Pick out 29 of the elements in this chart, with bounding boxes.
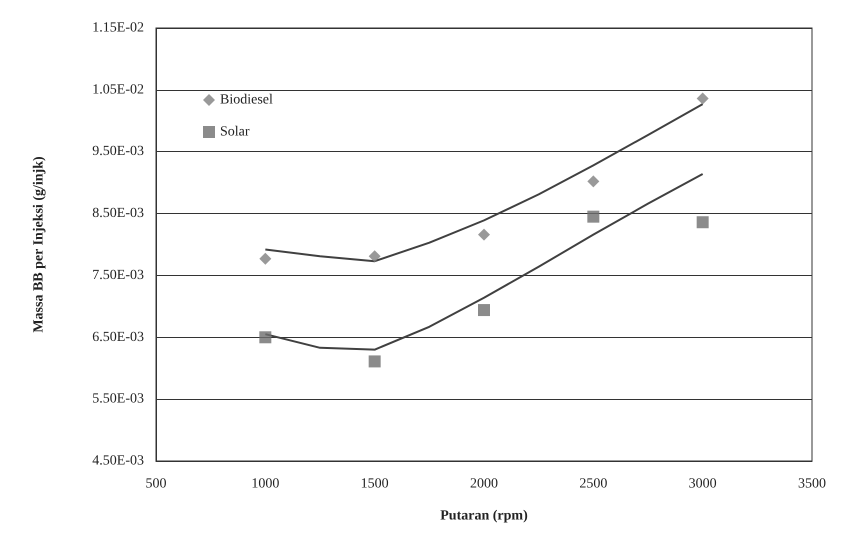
x-tick-label: 1000 bbox=[251, 476, 280, 492]
point bbox=[478, 228, 490, 241]
point bbox=[587, 175, 600, 188]
x-tick-label: 3000 bbox=[688, 476, 717, 492]
x-tick-label: 2500 bbox=[579, 476, 608, 492]
x-tick-label: 2000 bbox=[470, 476, 498, 492]
point bbox=[587, 210, 600, 223]
y-axis-title: Massa BB per Injeksi (g/injk) bbox=[32, 156, 46, 333]
legend-label: Biodiesel bbox=[220, 92, 273, 108]
y-tick-label: 1.15E-02 bbox=[92, 20, 144, 36]
y-tick-label: 7.50E-03 bbox=[92, 268, 144, 283]
x-axis-title: Putaran (rpm) bbox=[440, 508, 528, 524]
x-tick-label: 500 bbox=[146, 476, 166, 492]
point bbox=[259, 252, 272, 265]
point bbox=[478, 304, 490, 316]
legend-label: Solar bbox=[220, 124, 250, 140]
point bbox=[696, 92, 709, 105]
y-tick-label: 9.50E-03 bbox=[92, 144, 144, 160]
x-tick-label: 1500 bbox=[360, 476, 389, 492]
y-tick-label: 5.50E-03 bbox=[92, 392, 144, 407]
x-tick-label: 3500 bbox=[798, 476, 826, 492]
y-tick-label: 6.50E-03 bbox=[92, 330, 144, 345]
y-tick-label: 4.50E-03 bbox=[92, 454, 144, 468]
point bbox=[368, 250, 381, 262]
point bbox=[368, 355, 381, 368]
point bbox=[696, 216, 709, 228]
y-tick-label: 8.50E-03 bbox=[92, 206, 144, 222]
y-tick-label: 1.05E-02 bbox=[92, 82, 144, 98]
point bbox=[259, 331, 272, 344]
